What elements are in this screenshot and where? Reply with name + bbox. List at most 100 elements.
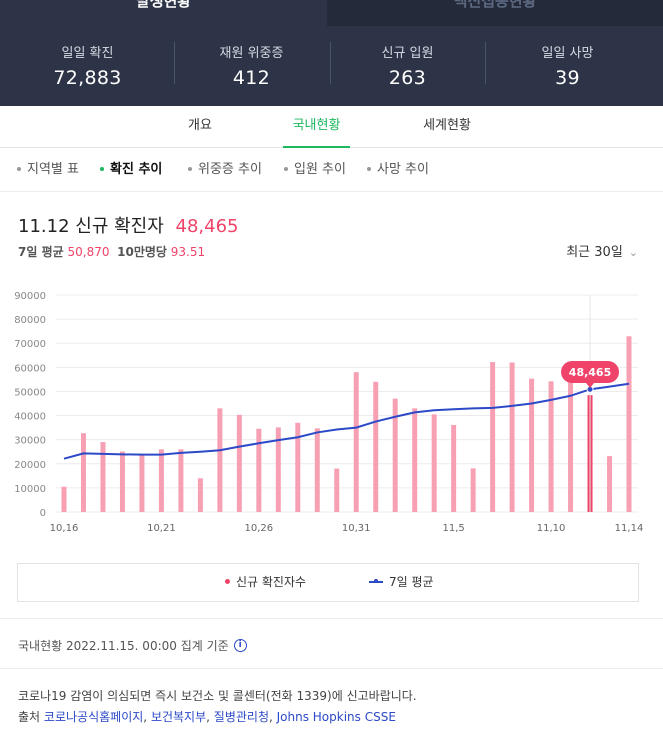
stat-divider	[330, 42, 331, 84]
bar-11.13	[607, 456, 613, 512]
y-tick-label: 90000	[14, 291, 46, 302]
period-select-label: 최근 30일	[566, 245, 623, 260]
bar-10.28	[295, 422, 301, 512]
chart-subline: 7일 평균 50,870 10만명당 93.51	[18, 243, 205, 260]
source-link-jhu[interactable]: Johns Hopkins CSSE	[276, 710, 396, 724]
basis-text: 국내현황 2022.11.15. 00:00 집계 기준	[18, 639, 229, 653]
x-tick-label: 10,21	[147, 523, 176, 534]
per100k-value: 93.51	[170, 245, 206, 259]
stat-value: 412	[232, 67, 271, 89]
legend-item-confirmed[interactable]: 신규 확진자수	[225, 564, 306, 601]
bar-10.20	[139, 453, 145, 512]
source-link-kdca-home[interactable]: 코로나공식홈페이지	[43, 710, 144, 724]
subtab-admission-trend[interactable]: 입원 추이	[284, 148, 346, 192]
avg-line	[63, 382, 630, 460]
stat-divider	[485, 42, 486, 84]
bar-11.5	[451, 424, 457, 512]
subtab-label: 위중증 추이	[198, 162, 262, 177]
bar-10.16	[61, 486, 67, 512]
tab-vaccination-status[interactable]: 백신접종현황	[327, 0, 663, 26]
avg-label: 7일 평균	[18, 245, 64, 259]
legend-label: 신규 확진자수	[236, 575, 307, 589]
tab-vaccination-status-label: 백신접종현황	[453, 0, 537, 10]
subtab-label: 사망 추이	[377, 162, 429, 177]
stat-label: 신규 입원	[381, 46, 434, 61]
bar-10.27	[275, 427, 281, 512]
y-tick-label: 20000	[14, 460, 46, 471]
subtab-death-trend[interactable]: 사망 추이	[367, 148, 429, 192]
y-tick-label: 60000	[14, 363, 46, 374]
tab-overview[interactable]: 개요	[188, 118, 212, 133]
confirmed-trend-chart: 0 10000 20000 30000 40000 50000 60000 70000 8000…	[14, 291, 644, 534]
divider	[0, 618, 663, 619]
period-select[interactable]: 최근 30일 ⌄	[566, 241, 638, 260]
legend-item-average[interactable]: 7일 평균	[369, 564, 434, 601]
subtab-label: 입원 추이	[294, 162, 346, 177]
bar-10.21	[158, 449, 164, 512]
headline-label: 신규 확진자	[75, 216, 164, 237]
bar-10.29	[314, 428, 320, 512]
bar-11.10	[548, 381, 554, 512]
bar-11.8	[509, 362, 515, 512]
y-tick-label: 40000	[14, 412, 46, 423]
subtab-confirmed-trend[interactable]: 확진 추이	[100, 148, 162, 192]
bullet-icon	[100, 166, 104, 171]
subtab-critical-trend[interactable]: 위중증 추이	[188, 148, 262, 192]
headline-value: 48,465	[175, 216, 239, 237]
source-link-kdca[interactable]: 질병관리청	[213, 710, 269, 724]
headline-date: 11.12	[18, 216, 70, 237]
data-basis: 국내현황 2022.11.15. 00:00 집계 기준 i	[18, 637, 247, 654]
chevron-down-icon: ⌄	[628, 246, 638, 259]
bar-11.11	[568, 379, 574, 512]
bar-10.23	[197, 478, 203, 512]
x-tick-label: 10,26	[245, 523, 274, 534]
y-tick-label: 0	[40, 508, 46, 519]
bar-11.1	[373, 381, 379, 512]
stat-new-admission: 신규 입원 263	[330, 26, 485, 106]
bar-11.7	[490, 362, 496, 512]
stat-label: 일일 확진	[61, 46, 114, 61]
subtab-label: 확진 추이	[110, 162, 163, 177]
bar-11.3	[412, 408, 418, 512]
bar-11.6	[470, 468, 476, 512]
stats-row: 일일 확진 72,883 재원 위중증 412 신규 입원 263 일일 사망 …	[0, 26, 663, 106]
stat-label: 재원 위중증	[219, 46, 284, 61]
bar-10.22	[178, 449, 184, 512]
tab-world[interactable]: 세계현황	[423, 118, 471, 133]
divider	[0, 668, 663, 669]
tooltip-value: 48,465	[569, 366, 611, 379]
legend-label: 7일 평균	[389, 575, 434, 589]
stat-value: 39	[555, 67, 580, 89]
top-tabs: 발생현황 백신접종현황	[0, 0, 663, 26]
bar-10.19	[119, 451, 125, 512]
legend-line-icon	[369, 579, 383, 583]
per100k-label: 10만명당	[117, 245, 167, 259]
tab-outbreak-status-label: 발생현황	[135, 0, 192, 10]
y-tick-label: 50000	[14, 387, 46, 398]
bar-11.2	[392, 398, 398, 512]
x-tick-label: 11,14	[615, 523, 644, 534]
bar-10.17	[80, 433, 86, 512]
stat-label: 일일 사망	[541, 46, 594, 61]
tooltip-pointer	[586, 383, 595, 388]
bullet-icon	[17, 166, 21, 171]
bar-10.30	[334, 468, 340, 512]
subtab-region-table[interactable]: 지역별 표	[17, 148, 79, 192]
stat-value: 263	[388, 67, 427, 89]
bullet-icon	[188, 166, 192, 171]
summary-panel: 발생현황 백신접종현황 일일 확진 72,883 재원 위중증 412 신규 입…	[0, 0, 663, 106]
source-link-mohw[interactable]: 보건복지부	[150, 710, 207, 724]
bullet-icon	[367, 166, 371, 171]
tooltip-bubble	[561, 361, 620, 383]
x-tick-label: 11,5	[443, 523, 465, 534]
y-tick-label: 70000	[14, 339, 46, 350]
stat-daily-deaths: 일일 사망 39	[490, 26, 645, 106]
region-tabs: 개요 국내현황 세계현황	[0, 106, 663, 148]
tab-outbreak-status[interactable]: 발생현황	[0, 0, 327, 26]
bar-11.9	[529, 378, 535, 512]
y-tick-label: 10000	[14, 484, 46, 495]
info-icon[interactable]: i	[233, 639, 247, 652]
bar-11.4	[431, 414, 437, 512]
stat-divider	[174, 42, 175, 84]
tab-domestic[interactable]: 국내현황	[283, 106, 350, 148]
